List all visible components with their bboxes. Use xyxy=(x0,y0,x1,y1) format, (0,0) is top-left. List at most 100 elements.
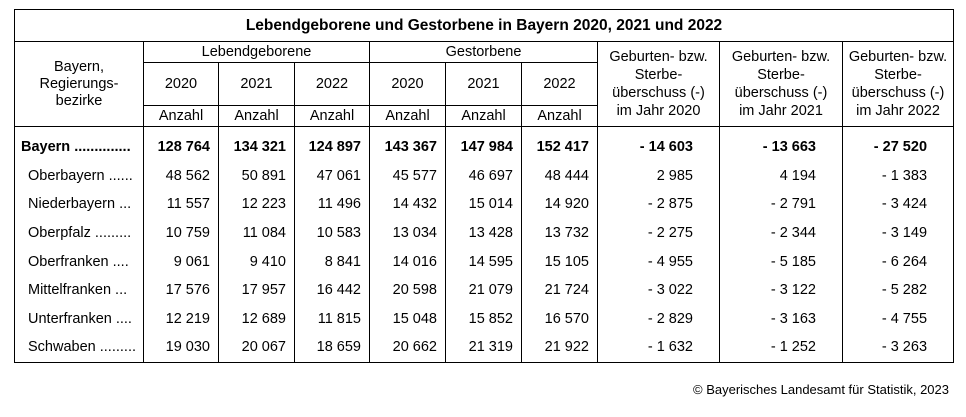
table-row: Unterfranken .... 12 219 12 689 11 815 15 04… xyxy=(14,304,955,334)
table-cell: 15 048 xyxy=(369,304,446,334)
table-row: Mittelfranken ... 17 576 17 957 16 442 20 59… xyxy=(14,275,955,305)
table-row: Oberfranken .... 9 061 9 410 8 841 14 016 14 … xyxy=(14,247,955,276)
table-row: Bayern .............. 128 764 134 321 124 8… xyxy=(14,126,955,162)
table-cell: 15 014 xyxy=(445,190,522,219)
table-cell: - 5 185 xyxy=(719,247,843,276)
table-cell: 11 557 xyxy=(143,190,219,219)
births-group-header: Lebendgeborene xyxy=(143,41,370,63)
year-header: 2022 xyxy=(521,62,598,106)
table-cell: - 3 122 xyxy=(719,275,843,305)
unit-header: Anzahl xyxy=(445,105,522,127)
table-cell: 21 319 xyxy=(445,333,522,363)
table-cell: - 2 344 xyxy=(719,218,843,248)
unit-header: Anzahl xyxy=(369,105,446,127)
region-header-line: bezirke xyxy=(55,92,103,109)
table-cell: 21 922 xyxy=(521,333,598,363)
row-label: Unterfranken .... xyxy=(14,304,144,334)
table-cell: 14 920 xyxy=(521,190,598,219)
table-cell: 48 562 xyxy=(143,161,219,191)
table-cell: - 6 264 xyxy=(842,247,955,276)
balance-header-2021: Geburten- bzw. Sterbe- überschuss (-) im J… xyxy=(719,41,843,127)
table-cell: 9 410 xyxy=(218,247,295,276)
table-cell: 20 598 xyxy=(369,275,446,305)
table-cell: 13 732 xyxy=(521,218,598,248)
table-cell: 20 662 xyxy=(369,333,446,363)
table-cell: - 4 755 xyxy=(842,304,955,334)
table-cell: 47 061 xyxy=(294,161,370,191)
table-cell: 10 583 xyxy=(294,218,370,248)
row-label: Oberpfalz ......... xyxy=(14,218,144,248)
table-cell: 10 759 xyxy=(143,218,219,248)
table-cell: - 27 520 xyxy=(842,126,955,162)
table-cell: 45 577 xyxy=(369,161,446,191)
table-cell: 9 061 xyxy=(143,247,219,276)
year-header: 2020 xyxy=(143,62,219,106)
table-cell: 16 442 xyxy=(294,275,370,305)
table-title: Lebendgeborene und Gestorbene in Bayern … xyxy=(13,9,955,42)
copyright-credit: © Bayerisches Landesamt für Statistik, 2… xyxy=(693,382,949,397)
year-header: 2020 xyxy=(369,62,446,106)
table-cell: - 4 955 xyxy=(597,247,720,276)
table-cell: - 5 282 xyxy=(842,275,955,305)
table-cell: - 3 022 xyxy=(597,275,720,305)
table-cell: - 3 149 xyxy=(842,218,955,248)
region-column-header: Bayern, Regierungs- bezirke xyxy=(14,41,144,127)
table-cell: 134 321 xyxy=(218,126,295,162)
table-cell: 21 724 xyxy=(521,275,598,305)
unit-header: Anzahl xyxy=(294,105,370,127)
table-cell: 11 815 xyxy=(294,304,370,334)
deaths-group-header: Gestorbene xyxy=(369,41,598,63)
table-row: Schwaben ......... 19 030 20 067 18 659 20 6… xyxy=(14,333,955,363)
table-cell: 128 764 xyxy=(143,126,219,162)
region-header-line: Bayern, xyxy=(54,58,104,75)
row-label: Niederbayern ... xyxy=(14,190,144,219)
table-cell: - 2 275 xyxy=(597,218,720,248)
year-header: 2022 xyxy=(294,62,370,106)
table-cell: 18 659 xyxy=(294,333,370,363)
table-cell: 13 034 xyxy=(369,218,446,248)
table-cell: - 3 263 xyxy=(842,333,955,363)
year-header: 2021 xyxy=(218,62,295,106)
unit-header: Anzahl xyxy=(143,105,219,127)
table-row: Oberbayern ...... 48 562 50 891 47 061 45 57… xyxy=(14,161,955,191)
table-cell: - 2 791 xyxy=(719,190,843,219)
table-cell: 11 496 xyxy=(294,190,370,219)
balance-header-2022: Geburten- bzw. Sterbe- überschuss (-) im J… xyxy=(842,41,955,127)
table-cell: - 3 163 xyxy=(719,304,843,334)
table-cell: - 1 632 xyxy=(597,333,720,363)
table-cell: 16 570 xyxy=(521,304,598,334)
table-cell: - 14 603 xyxy=(597,126,720,162)
table-cell: 19 030 xyxy=(143,333,219,363)
table-cell: 12 689 xyxy=(218,304,295,334)
table-cell: 15 105 xyxy=(521,247,598,276)
table-cell: 124 897 xyxy=(294,126,370,162)
table-cell: 14 432 xyxy=(369,190,446,219)
region-header-line: Regierungs- xyxy=(39,75,119,92)
table-cell: 17 576 xyxy=(143,275,219,305)
table-cell: - 3 424 xyxy=(842,190,955,219)
table-cell: 13 428 xyxy=(445,218,522,248)
unit-header: Anzahl xyxy=(521,105,598,127)
row-label: Oberfranken .... xyxy=(14,247,144,276)
table-cell: 147 984 xyxy=(445,126,522,162)
table-cell: 152 417 xyxy=(521,126,598,162)
table-cell: - 1 252 xyxy=(719,333,843,363)
table-cell: 12 219 xyxy=(143,304,219,334)
balance-header-2020: Geburten- bzw. Sterbe- überschuss (-) im J… xyxy=(597,41,720,127)
table-cell: 8 841 xyxy=(294,247,370,276)
table-cell: 12 223 xyxy=(218,190,295,219)
table-row: Oberpfalz ......... 10 759 11 084 10 583 13 … xyxy=(14,218,955,248)
table-row: Niederbayern ... 11 557 12 223 11 496 14 432… xyxy=(14,190,955,219)
table-cell: - 2 829 xyxy=(597,304,720,334)
statistics-table: Lebendgeborene und Gestorbene in Bayern … xyxy=(13,9,955,363)
table-cell: 14 016 xyxy=(369,247,446,276)
table-cell: - 1 383 xyxy=(842,161,955,191)
row-label: Mittelfranken ... xyxy=(14,275,144,305)
table-cell: 14 595 xyxy=(445,247,522,276)
row-label: Schwaben ......... xyxy=(14,333,144,363)
table-cell: 50 891 xyxy=(218,161,295,191)
row-label: Bayern .............. xyxy=(14,126,144,162)
table-cell: 20 067 xyxy=(218,333,295,363)
table-cell: 17 957 xyxy=(218,275,295,305)
unit-header: Anzahl xyxy=(218,105,295,127)
